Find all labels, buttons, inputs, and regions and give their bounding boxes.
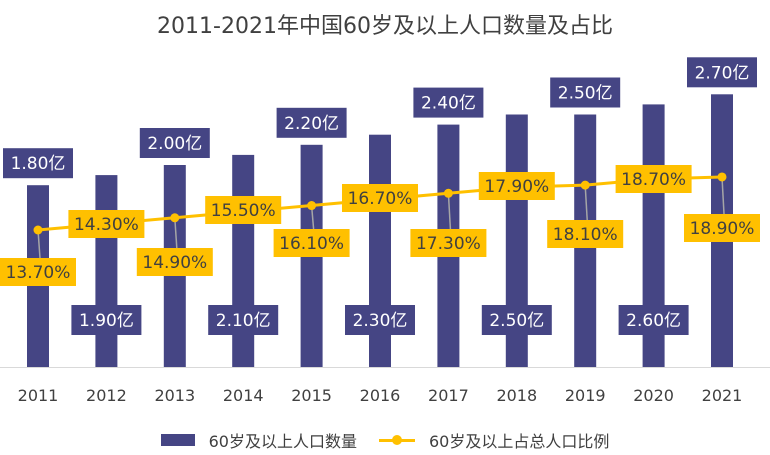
line-label-box xyxy=(136,248,213,276)
line-label-box xyxy=(615,165,692,193)
bar-label-box xyxy=(687,57,757,88)
x-tick-label: 2018 xyxy=(496,386,537,405)
bar-label-box xyxy=(550,77,621,108)
leader-line xyxy=(174,217,178,249)
leader-line xyxy=(584,185,588,221)
bar-label-box xyxy=(481,305,552,335)
line-data-label: 14.90% xyxy=(142,253,207,273)
line-data-label: 15.50% xyxy=(211,201,276,221)
bar-label-box xyxy=(345,305,415,335)
x-tick-label: 2011 xyxy=(18,386,59,405)
x-tick-label: 2020 xyxy=(633,386,674,405)
leader-line xyxy=(37,229,41,259)
legend-line-label: 60岁及以上占总人口比例 xyxy=(429,432,610,451)
line-label-box xyxy=(342,184,418,212)
line-point-2021 xyxy=(717,172,727,182)
bar-data-label: 2.10亿 xyxy=(216,311,271,331)
line-data-label: 17.90% xyxy=(484,177,549,197)
bar-data-label: 2.70亿 xyxy=(695,63,750,83)
legend-bar-swatch xyxy=(160,434,195,446)
line-data-label: 16.70% xyxy=(348,189,413,209)
x-tick-label: 2013 xyxy=(154,386,195,405)
bar-2014 xyxy=(232,154,255,367)
line-label-box xyxy=(478,172,555,200)
line-data-label: 16.10% xyxy=(279,234,344,254)
leader-line xyxy=(721,176,725,215)
x-tick-label: 2017 xyxy=(428,386,469,405)
line-data-label: 18.10% xyxy=(553,225,618,245)
line-point-2017 xyxy=(443,188,453,198)
line-label-box xyxy=(410,229,487,257)
bar-data-label: 1.80亿 xyxy=(11,154,66,174)
bar-label-box xyxy=(618,305,689,335)
line-label-box xyxy=(273,229,350,257)
x-tick-label: 2021 xyxy=(702,386,743,405)
line-label-box xyxy=(684,214,760,242)
bar-data-label: 2.00亿 xyxy=(147,134,202,154)
legend: 60岁及以上人口数量 60岁及以上占总人口比例 xyxy=(0,428,770,452)
x-tick-label: 2016 xyxy=(360,386,401,405)
line-data-label: 18.70% xyxy=(621,170,686,190)
bar-label-box xyxy=(139,128,210,158)
line-point-2019 xyxy=(580,180,590,190)
line-data-label: 18.90% xyxy=(690,219,755,239)
line-label-box xyxy=(547,220,624,248)
bar-label-box xyxy=(208,305,279,335)
legend-line-swatch xyxy=(379,433,415,447)
line-data-label: 14.30% xyxy=(74,215,139,235)
bar-label-box xyxy=(276,107,347,138)
line-data-label: 17.30% xyxy=(416,234,481,254)
bar-data-label: 2.50亿 xyxy=(558,84,613,104)
x-tick-label: 2019 xyxy=(565,386,606,405)
bar-2012 xyxy=(95,175,118,367)
line-point-2013 xyxy=(170,213,180,223)
chart-title: 2011-2021年中国60岁及以上人口数量及占比 xyxy=(157,14,613,39)
line-point-2011 xyxy=(33,225,43,235)
line-point-2015 xyxy=(307,201,317,211)
bar-data-label: 2.50亿 xyxy=(489,311,544,331)
line-label-box xyxy=(205,196,282,224)
x-tick-label: 2014 xyxy=(223,386,264,405)
line-label-box xyxy=(68,210,145,238)
x-tick-label: 2015 xyxy=(291,386,332,405)
bar-label-box xyxy=(71,305,142,335)
bar-data-label: 1.90亿 xyxy=(79,311,134,331)
bar-label-box xyxy=(3,148,73,179)
bar-label-box xyxy=(413,87,484,118)
line-label-box xyxy=(0,258,76,286)
x-tick-label: 2012 xyxy=(86,386,127,405)
bar-data-label: 2.30亿 xyxy=(353,311,408,331)
bar-data-label: 2.40亿 xyxy=(421,94,476,114)
legend-bar-label: 60岁及以上人口数量 xyxy=(208,432,357,451)
leader-line xyxy=(447,193,452,230)
bar-data-label: 2.60亿 xyxy=(626,311,681,331)
line-data-label: 13.70% xyxy=(6,263,71,283)
bar-data-label: 2.20亿 xyxy=(284,114,339,134)
